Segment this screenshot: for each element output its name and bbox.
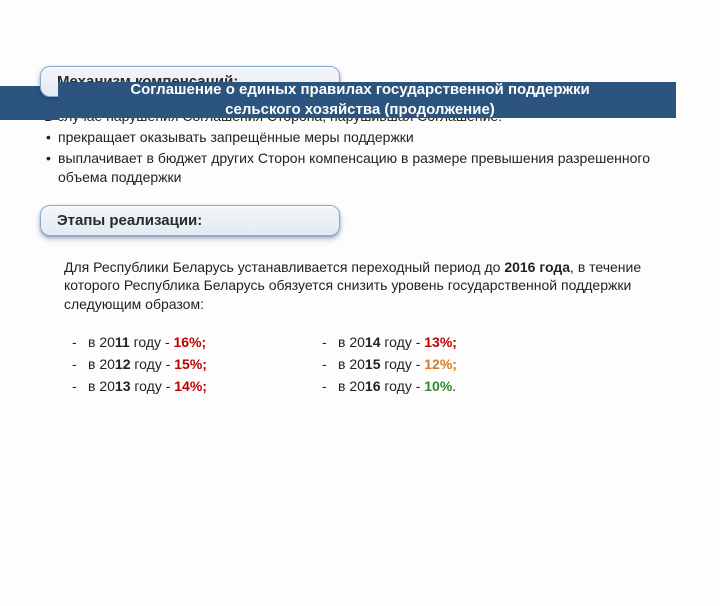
year-percent: 12%; [424, 356, 457, 372]
year-post: году - [380, 334, 424, 350]
year-item: в 2014 году - 13%; [314, 332, 564, 354]
year-item: в 2016 году - 10%. [314, 376, 564, 398]
section1-bullets: прекращает оказывать запрещённые меры по… [44, 128, 670, 187]
page-title: Соглашение о единых правилах государстве… [0, 78, 720, 120]
year-percent: 16%; [174, 334, 207, 350]
intro-bold: 2016 года [504, 259, 570, 275]
section2-title: Этапы реализации: [57, 212, 202, 229]
year-item: в 2013 году - 14%; [64, 376, 314, 398]
section1-bullet: прекращает оказывать запрещённые меры по… [44, 128, 670, 147]
year-post: году - [130, 334, 174, 350]
years-left-col: в 2011 году - 16%;в 2012 году - 15%;в 20… [64, 332, 314, 397]
section1-bullet: выплачивает в бюджет других Сторон компе… [44, 149, 670, 187]
year-post: году - [130, 378, 174, 394]
year-item: в 2011 году - 16%; [64, 332, 314, 354]
year-trail: . [452, 378, 456, 394]
year-percent: 13%; [424, 334, 457, 350]
year-bold: 12 [115, 356, 131, 372]
year-item: в 2012 году - 15%; [64, 354, 314, 376]
year-post: году - [380, 378, 424, 394]
year-bold: 11 [115, 334, 130, 350]
year-bold: 15 [365, 356, 381, 372]
title-line2: сельского хозяйства (продолжение) [225, 101, 495, 118]
years-right-col: в 2014 году - 13%;в 2015 году - 12%;в 20… [314, 332, 564, 397]
section-heading-stages: Этапы реализации: [40, 205, 340, 236]
years-columns: в 2011 году - 16%;в 2012 году - 15%;в 20… [0, 332, 720, 397]
title-line1: Соглашение о единых правилах государстве… [130, 81, 589, 98]
header-bar: Соглашение о единых правилах государстве… [0, 78, 720, 120]
year-post: году - [130, 356, 174, 372]
intro-pre: Для Республики Беларусь устанавливается … [64, 259, 504, 275]
year-pre: в 20 [88, 334, 115, 350]
year-percent: 15%; [174, 356, 207, 372]
year-pre: в 20 [338, 356, 365, 372]
year-post: году - [380, 356, 424, 372]
year-bold: 13 [115, 378, 131, 394]
year-bold: 14 [365, 334, 381, 350]
year-pre: в 20 [338, 334, 365, 350]
year-item: в 2015 году - 12%; [314, 354, 564, 376]
year-percent: 10% [424, 378, 452, 394]
year-pre: в 20 [88, 356, 115, 372]
year-pre: в 20 [338, 378, 365, 394]
year-percent: 14%; [174, 378, 207, 394]
section2-intro: Для Республики Беларусь устанавливается … [0, 236, 720, 315]
year-bold: 16 [365, 378, 381, 394]
year-pre: в 20 [88, 378, 115, 394]
